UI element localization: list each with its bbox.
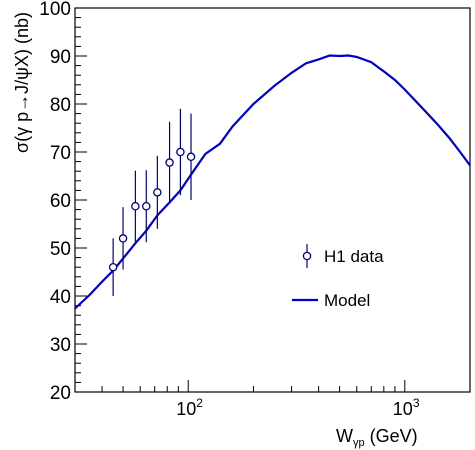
y-tick-label: 100	[39, 0, 71, 20]
h1-data-point	[186, 152, 196, 162]
legend-model-label: Model	[324, 291, 370, 310]
y-tick-label: 60	[50, 191, 71, 212]
y-tick-label: 50	[50, 239, 71, 260]
plot-frame	[74, 7, 471, 393]
h1-data-point	[118, 234, 128, 243]
y-tick-label: 40	[50, 287, 71, 308]
x-axis-label-unit: (GeV)	[365, 426, 418, 446]
model-series	[74, 54, 471, 310]
legend-h1-data-marker	[302, 251, 312, 261]
x-axis-label: Wγp (GeV)	[336, 426, 418, 449]
h1-data-point	[165, 158, 174, 167]
legend: H1 data Model	[292, 244, 384, 310]
x-tick-label: 102	[176, 396, 203, 419]
legend-item-h1-data: H1 data	[302, 244, 384, 268]
h1-data-series	[108, 108, 196, 296]
legend-h1-data-label: H1 data	[324, 247, 384, 266]
legend-item-model: Model	[292, 291, 370, 310]
h1-data-point	[176, 147, 185, 157]
x-axis: 102 103	[74, 380, 471, 419]
plot-area	[74, 7, 471, 393]
model-line	[74, 54, 471, 310]
h1-data-point	[131, 201, 140, 211]
x-tick-label: 103	[393, 396, 420, 419]
y-axis: 20 30 40 50 60 70 80 90 100	[39, 0, 87, 404]
h1-data-point	[108, 262, 118, 272]
y-tick-label: 30	[50, 335, 71, 356]
y-tick-label: 90	[50, 47, 71, 68]
x-axis-label-main: W	[336, 426, 353, 446]
y-tick-label: 20	[50, 383, 71, 404]
h1-data-point	[153, 188, 162, 197]
h1-data-point	[142, 201, 151, 211]
y-tick-label: 70	[50, 143, 71, 164]
y-axis-label: σ(γ p→J/ψX) (nb)	[12, 12, 32, 153]
y-tick-label: 80	[50, 95, 71, 116]
x-axis-label-subscript: γp	[353, 437, 365, 449]
